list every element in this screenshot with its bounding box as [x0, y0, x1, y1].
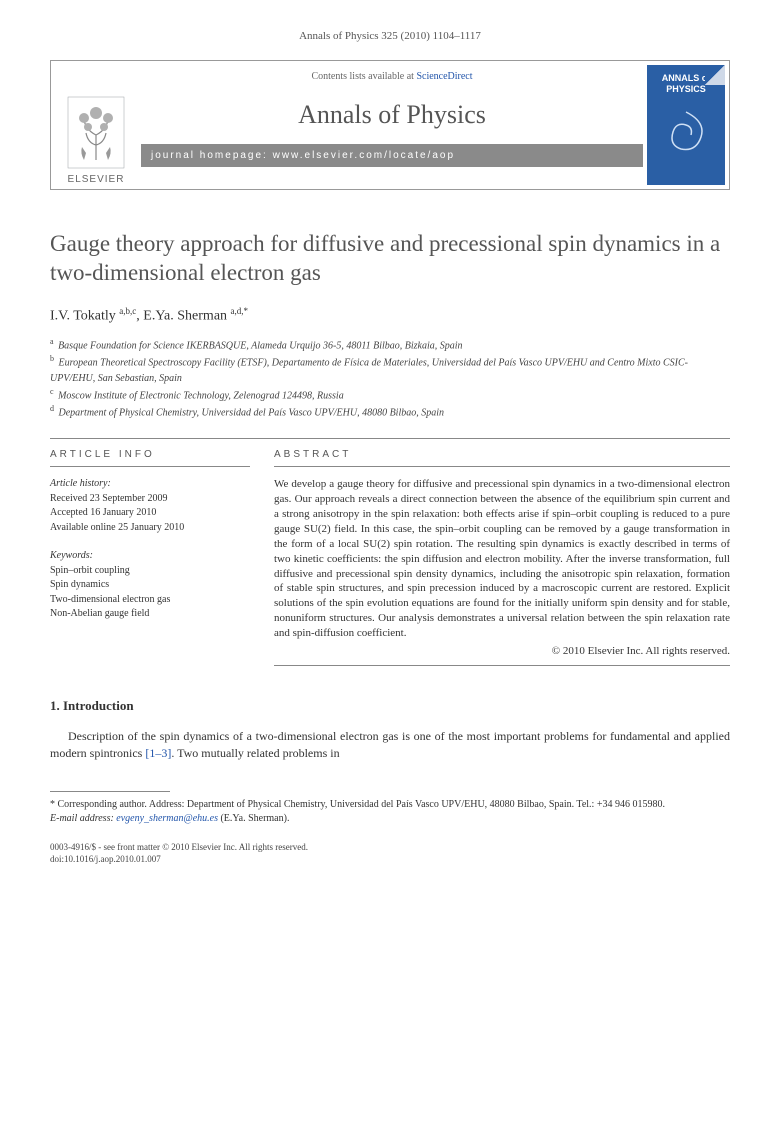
abstract-head: ABSTRACT [274, 443, 730, 466]
publisher-name: ELSEVIER [68, 174, 125, 185]
header-center: Contents lists available at ScienceDirec… [141, 61, 643, 189]
keyword-line: Non-Abelian gauge field [50, 607, 250, 622]
cover-swirl-icon [661, 107, 711, 157]
abstract-copyright: © 2010 Elsevier Inc. All rights reserved… [274, 645, 730, 657]
elsevier-tree-icon [66, 95, 126, 170]
article-info-head: ARTICLE INFO [50, 443, 250, 466]
email-line: E-mail address: evgeny_sherman@ehu.es (E… [50, 812, 730, 826]
contents-prefix: Contents lists available at [311, 71, 416, 82]
intro-paragraph: Description of the spin dynamics of a tw… [50, 728, 730, 762]
email-link[interactable]: evgeny_sherman@ehu.es [116, 813, 218, 824]
history-line: Accepted 16 January 2010 [50, 506, 250, 521]
footnotes-block: * Corresponding author. Address: Departm… [50, 798, 730, 826]
footer-doi: doi:10.1016/j.aop.2010.01.007 [50, 854, 730, 866]
affiliation-line: c Moscow Institute of Electronic Technol… [50, 386, 730, 403]
article-info-column: ARTICLE INFO Article history: Received 2… [50, 443, 250, 669]
affiliation-line: a Basque Foundation for Science IKERBASQ… [50, 336, 730, 353]
keywords-label: Keywords: [50, 549, 250, 564]
history-line: Received 23 September 2009 [50, 492, 250, 507]
keyword-line: Spin dynamics [50, 578, 250, 593]
authors-line: I.V. Tokatly a,b,c, E.Ya. Sherman a,d,* [50, 306, 730, 325]
footnote-divider [50, 791, 170, 792]
journal-homepage-bar: journal homepage: www.elsevier.com/locat… [141, 144, 643, 167]
affiliations-block: a Basque Foundation for Science IKERBASQ… [50, 336, 730, 420]
contents-available-line: Contents lists available at ScienceDirec… [141, 61, 643, 90]
sciencedirect-link[interactable]: ScienceDirect [416, 71, 472, 82]
journal-header: ELSEVIER Contents lists available at Sci… [50, 60, 730, 190]
abstract-column: ABSTRACT We develop a gauge theory for d… [274, 443, 730, 669]
affiliation-line: d Department of Physical Chemistry, Univ… [50, 403, 730, 420]
article-title: Gauge theory approach for diffusive and … [50, 230, 730, 288]
footer-block: 0003-4916/$ - see front matter © 2010 El… [50, 842, 730, 865]
journal-title: Annals of Physics [141, 90, 643, 144]
publisher-logo: ELSEVIER [51, 61, 141, 189]
journal-cover-thumb: ANNALS of PHYSICS [647, 65, 725, 185]
top-divider [50, 438, 730, 439]
article-history-block: Article history: Received 23 September 2… [50, 477, 250, 535]
corresponding-author-note: * Corresponding author. Address: Departm… [50, 798, 730, 812]
keywords-block: Keywords: Spin–orbit couplingSpin dynami… [50, 549, 250, 622]
section-1-head: 1. Introduction [50, 698, 730, 714]
footer-line-1: 0003-4916/$ - see front matter © 2010 El… [50, 842, 730, 854]
email-owner: (E.Ya. Sherman). [220, 813, 289, 824]
keyword-line: Spin–orbit coupling [50, 564, 250, 579]
cover-fold-icon [705, 65, 725, 85]
keyword-line: Two-dimensional electron gas [50, 593, 250, 608]
email-label: E-mail address: [50, 813, 114, 824]
history-line: Available online 25 January 2010 [50, 521, 250, 536]
affiliation-line: b European Theoretical Spectroscopy Faci… [50, 353, 730, 385]
ref-link[interactable]: [1–3] [145, 746, 171, 760]
history-label: Article history: [50, 477, 250, 492]
abstract-text: We develop a gauge theory for diffusive … [274, 477, 730, 640]
intro-text: Description of the spin dynamics of a tw… [50, 729, 730, 760]
running-head: Annals of Physics 325 (2010) 1104–1117 [50, 30, 730, 42]
